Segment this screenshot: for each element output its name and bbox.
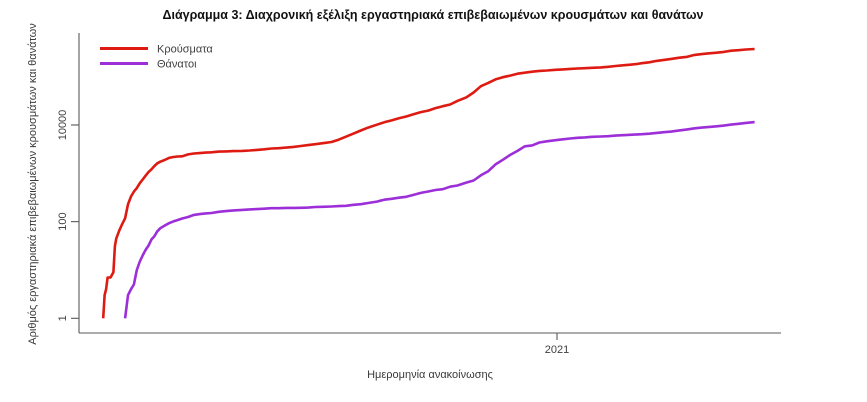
cases-line — [101, 47, 755, 319]
y-axis-ticks: 1 100 10000 — [57, 110, 79, 321]
y-axis-title: Αριθμός εργαστηριακά επιβεβαιωμένων κρου… — [27, 23, 39, 345]
x-tick-label: 2021 — [545, 344, 569, 356]
y-tick-label: 100 — [57, 212, 69, 230]
y-tick-label: 10000 — [57, 110, 69, 141]
series-group — [101, 47, 755, 319]
deaths-line — [123, 120, 755, 319]
chart-title: Διάγραμμα 3: Διαχρονική εξέλιξη εργαστηρ… — [162, 8, 703, 22]
legend-label-cases: Κρούσματα — [157, 44, 213, 56]
x-axis-ticks: 2021 — [545, 333, 569, 356]
x-axis-title: Ημερομηνία ανακοίνωσης — [367, 369, 493, 381]
axes: 1 100 10000 2021 — [57, 33, 781, 356]
y-tick-label: 1 — [57, 315, 69, 321]
legend-label-deaths: Θάνατοι — [157, 59, 197, 71]
legend: Κρούσματα Θάνατοι — [100, 44, 213, 71]
